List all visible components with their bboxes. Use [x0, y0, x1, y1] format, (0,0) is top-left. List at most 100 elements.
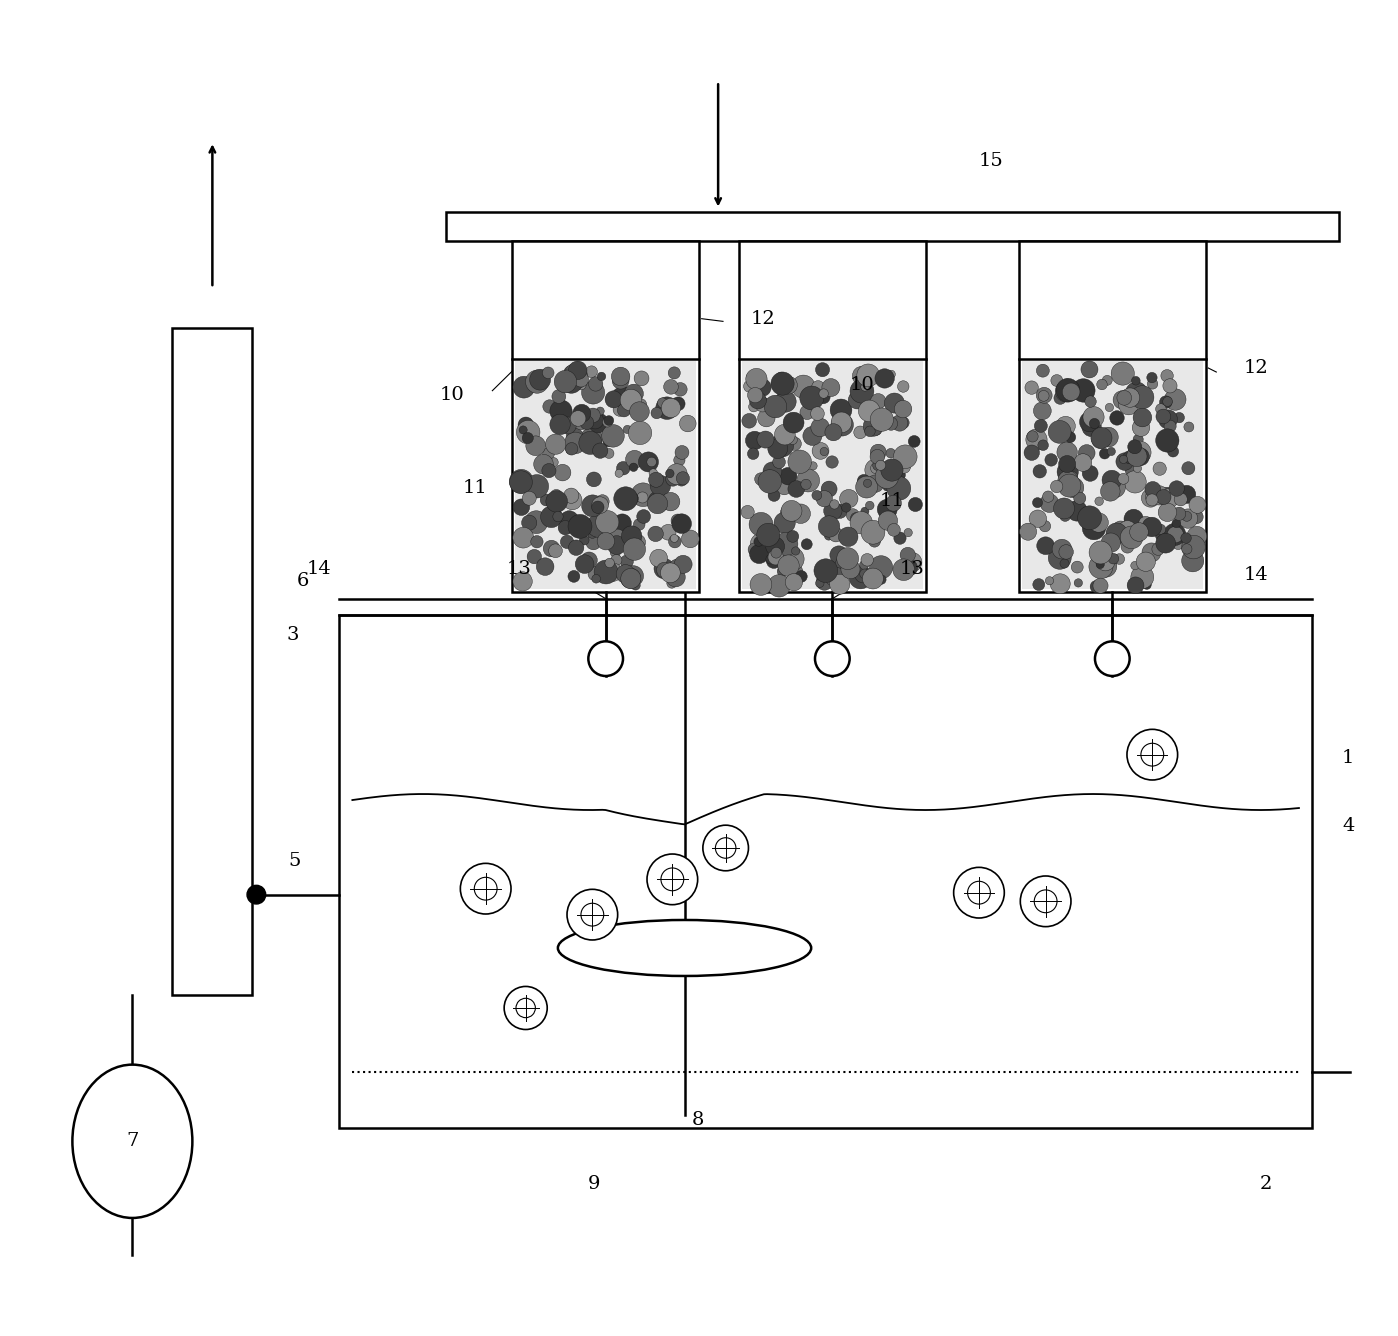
Circle shape	[870, 449, 885, 464]
Circle shape	[637, 492, 649, 502]
Circle shape	[1190, 510, 1204, 524]
Circle shape	[664, 379, 678, 394]
Circle shape	[1068, 472, 1078, 482]
Circle shape	[770, 548, 781, 558]
Circle shape	[1057, 461, 1078, 482]
Text: 11: 11	[879, 493, 905, 510]
Circle shape	[861, 383, 870, 391]
Circle shape	[1120, 387, 1139, 407]
Circle shape	[1099, 552, 1116, 568]
Circle shape	[1067, 501, 1088, 521]
Circle shape	[561, 536, 573, 549]
Circle shape	[586, 534, 601, 550]
Circle shape	[825, 532, 833, 540]
Circle shape	[1028, 430, 1039, 442]
Circle shape	[614, 403, 626, 417]
Circle shape	[800, 405, 814, 420]
Circle shape	[591, 574, 601, 582]
Circle shape	[513, 498, 530, 516]
Circle shape	[1181, 536, 1205, 558]
Circle shape	[1054, 391, 1067, 405]
Circle shape	[830, 500, 839, 509]
Circle shape	[773, 456, 786, 469]
Circle shape	[1179, 509, 1198, 528]
Circle shape	[523, 492, 537, 505]
Circle shape	[549, 457, 558, 468]
Circle shape	[825, 424, 842, 441]
Text: 12: 12	[751, 310, 776, 327]
Circle shape	[900, 548, 916, 562]
Circle shape	[1134, 434, 1144, 445]
Circle shape	[805, 476, 814, 484]
Circle shape	[748, 402, 759, 411]
Circle shape	[1153, 462, 1166, 476]
Circle shape	[589, 377, 603, 391]
Circle shape	[1120, 456, 1128, 464]
Circle shape	[582, 903, 604, 926]
Circle shape	[526, 370, 548, 393]
Circle shape	[1095, 641, 1130, 676]
Circle shape	[516, 377, 534, 397]
Circle shape	[1132, 420, 1149, 437]
Circle shape	[1139, 389, 1148, 397]
Circle shape	[621, 389, 642, 411]
Circle shape	[899, 564, 913, 578]
Circle shape	[791, 375, 815, 398]
Circle shape	[1058, 474, 1081, 497]
Circle shape	[1106, 403, 1114, 411]
Circle shape	[823, 502, 842, 520]
Text: 8: 8	[692, 1112, 705, 1129]
Circle shape	[893, 532, 906, 544]
Circle shape	[1025, 445, 1040, 461]
Circle shape	[754, 395, 768, 410]
Circle shape	[830, 546, 849, 564]
Circle shape	[1160, 492, 1170, 501]
Circle shape	[1021, 876, 1071, 927]
Circle shape	[800, 386, 823, 410]
Circle shape	[523, 433, 534, 444]
Circle shape	[1035, 420, 1047, 433]
Circle shape	[1060, 510, 1071, 521]
Circle shape	[1160, 370, 1173, 382]
Circle shape	[519, 417, 534, 433]
Circle shape	[1033, 578, 1044, 591]
Ellipse shape	[73, 1065, 193, 1218]
Circle shape	[872, 460, 884, 470]
Circle shape	[1156, 409, 1170, 424]
Circle shape	[830, 414, 853, 436]
Circle shape	[603, 437, 612, 446]
Circle shape	[864, 426, 875, 437]
Circle shape	[871, 394, 886, 409]
Bar	[172, 329, 253, 994]
Circle shape	[570, 410, 586, 426]
Circle shape	[526, 474, 548, 498]
Circle shape	[860, 569, 870, 578]
Circle shape	[1184, 422, 1194, 432]
Circle shape	[1118, 521, 1137, 538]
Circle shape	[614, 514, 632, 532]
Circle shape	[625, 385, 643, 403]
Circle shape	[1163, 378, 1177, 393]
Circle shape	[1127, 534, 1135, 544]
Circle shape	[1146, 494, 1158, 506]
Circle shape	[765, 470, 774, 478]
Circle shape	[777, 566, 788, 577]
Circle shape	[521, 516, 537, 530]
Circle shape	[1124, 470, 1146, 493]
Circle shape	[802, 426, 822, 445]
Circle shape	[542, 367, 554, 378]
Circle shape	[679, 415, 696, 432]
Circle shape	[1137, 552, 1155, 572]
Circle shape	[531, 536, 542, 548]
Circle shape	[836, 554, 854, 573]
Circle shape	[865, 458, 888, 481]
Circle shape	[1121, 540, 1134, 553]
Circle shape	[563, 490, 582, 510]
Circle shape	[545, 490, 568, 512]
Circle shape	[1172, 518, 1181, 528]
Circle shape	[601, 425, 625, 448]
Circle shape	[886, 477, 910, 500]
Circle shape	[842, 566, 853, 578]
Text: 11: 11	[463, 480, 488, 497]
Circle shape	[604, 562, 622, 581]
